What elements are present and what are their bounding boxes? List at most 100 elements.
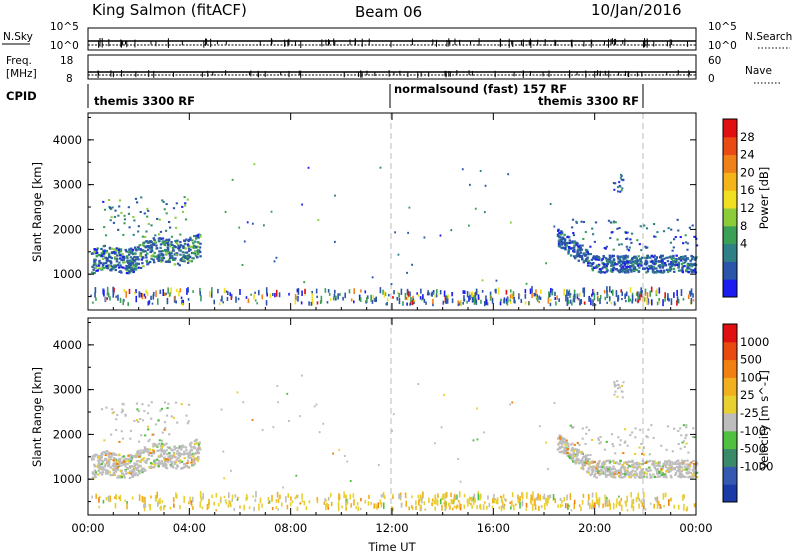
power-colorbar-tick: 20: [740, 165, 755, 179]
power-echo-point: [400, 288, 403, 295]
velocity-echo-point: [643, 498, 645, 506]
velocity-echo-point: [486, 505, 488, 510]
power-echo-point: [570, 241, 573, 244]
velocity-echo-point: [637, 463, 640, 466]
velocity-echo-point: [633, 462, 636, 465]
power-echo-point: [157, 259, 160, 263]
velocity-echo-point: [392, 413, 395, 416]
velocity-echo-point: [183, 495, 185, 503]
power-echo-point: [599, 271, 602, 274]
velocity-echo-point: [188, 403, 191, 406]
velocity-echo-point: [604, 502, 607, 507]
power-echo-point: [554, 291, 556, 297]
power-echo-point: [95, 264, 98, 267]
velocity-echo-point: [566, 454, 569, 457]
velocity-echo-point: [148, 448, 152, 451]
velocity-echo-point: [656, 475, 659, 478]
velocity-echo-point: [654, 468, 658, 471]
power-echo-point: [664, 296, 666, 302]
power-echo-point: [301, 203, 304, 206]
power-echo-point: [93, 271, 96, 275]
velocity-echo-point: [603, 448, 606, 451]
velocity-echo-point: [575, 450, 579, 453]
power-echo-point: [620, 174, 623, 177]
velocity-echo-point: [566, 451, 569, 455]
velocity-echo-point: [566, 442, 569, 445]
power-ylabel: Slant Range [km]: [30, 162, 44, 262]
power-echo-point: [301, 290, 303, 296]
power-echo-point: [565, 245, 568, 248]
velocity-echo-point: [153, 464, 157, 467]
power-echo-point: [670, 228, 673, 231]
velocity-echo-point: [590, 468, 593, 471]
power-echo-point: [677, 229, 680, 232]
power-echo-point: [569, 247, 572, 250]
power-echo-point: [165, 203, 168, 206]
velocity-echo-point: [252, 495, 254, 498]
power-echo-point: [181, 205, 184, 208]
power-echo-point: [406, 288, 409, 295]
power-echo-point: [256, 302, 258, 305]
power-echo-point: [638, 257, 642, 261]
velocity-echo-point: [178, 445, 182, 448]
velocity-echo-point: [682, 424, 685, 427]
power-echo-point: [684, 269, 688, 272]
velocity-echo-point: [129, 429, 133, 432]
power-echo-point: [672, 238, 676, 241]
velocity-echo-point: [104, 457, 108, 460]
velocity-echo-point: [110, 454, 114, 457]
velocity-echo-point: [562, 438, 565, 441]
velocity-echo-point: [186, 422, 189, 425]
power-echo-point: [198, 233, 202, 237]
power-echo-point: [174, 257, 177, 260]
power-echo-point: [194, 237, 198, 240]
velocity-echo-point: [166, 446, 170, 449]
velocity-echo-point: [473, 493, 476, 499]
velocity-echo-point: [539, 494, 541, 501]
velocity-echo-point: [268, 500, 271, 504]
power-echo-point: [144, 246, 147, 249]
velocity-echo-point: [105, 406, 108, 409]
velocity-echo-point: [93, 455, 96, 458]
power-echo-point: [196, 241, 200, 244]
power-ytick-label: 3000: [53, 178, 82, 192]
velocity-echo-point: [693, 467, 697, 470]
velocity-echo-point: [106, 460, 109, 463]
velocity-echo-point: [544, 500, 547, 503]
power-echo-point: [603, 271, 607, 274]
power-echo-point: [653, 254, 656, 257]
velocity-echo-point: [457, 458, 460, 461]
velocity-echo-point: [695, 462, 699, 465]
power-echo-point: [569, 294, 571, 299]
velocity-echo-point: [97, 463, 100, 466]
power-echo-point: [135, 258, 138, 261]
power-echo-point: [218, 302, 221, 306]
power-echo-point: [303, 281, 306, 284]
power-echo-point: [123, 214, 126, 217]
velocity-echo-point: [686, 459, 689, 462]
power-echo-point: [430, 292, 433, 297]
velocity-echo-point: [160, 439, 164, 442]
velocity-echo-point: [553, 401, 556, 404]
power-echo-point: [664, 292, 666, 298]
power-echo-point: [610, 231, 613, 234]
power-echo-point: [235, 296, 237, 303]
velocity-echo-point: [181, 444, 184, 447]
velocity-echo-point: [617, 469, 621, 472]
power-echo-point: [186, 261, 190, 264]
power-echo-point: [684, 234, 687, 237]
velocity-echo-point: [169, 463, 173, 467]
power-echo-point: [593, 293, 596, 301]
power-echo-point: [663, 269, 666, 272]
velocity-echo-point: [105, 497, 108, 501]
velocity-echo-point: [652, 436, 655, 439]
power-echo-point: [149, 247, 152, 250]
power-echo-point: [461, 168, 464, 171]
power-echo-point: [95, 255, 99, 258]
velocity-echo-point: [476, 504, 478, 510]
velocity-echo-point: [521, 492, 524, 500]
velocity-echo-point: [645, 467, 648, 471]
power-echo-point: [630, 259, 633, 262]
power-echo-point: [637, 291, 639, 297]
power-echo-point: [192, 242, 195, 245]
